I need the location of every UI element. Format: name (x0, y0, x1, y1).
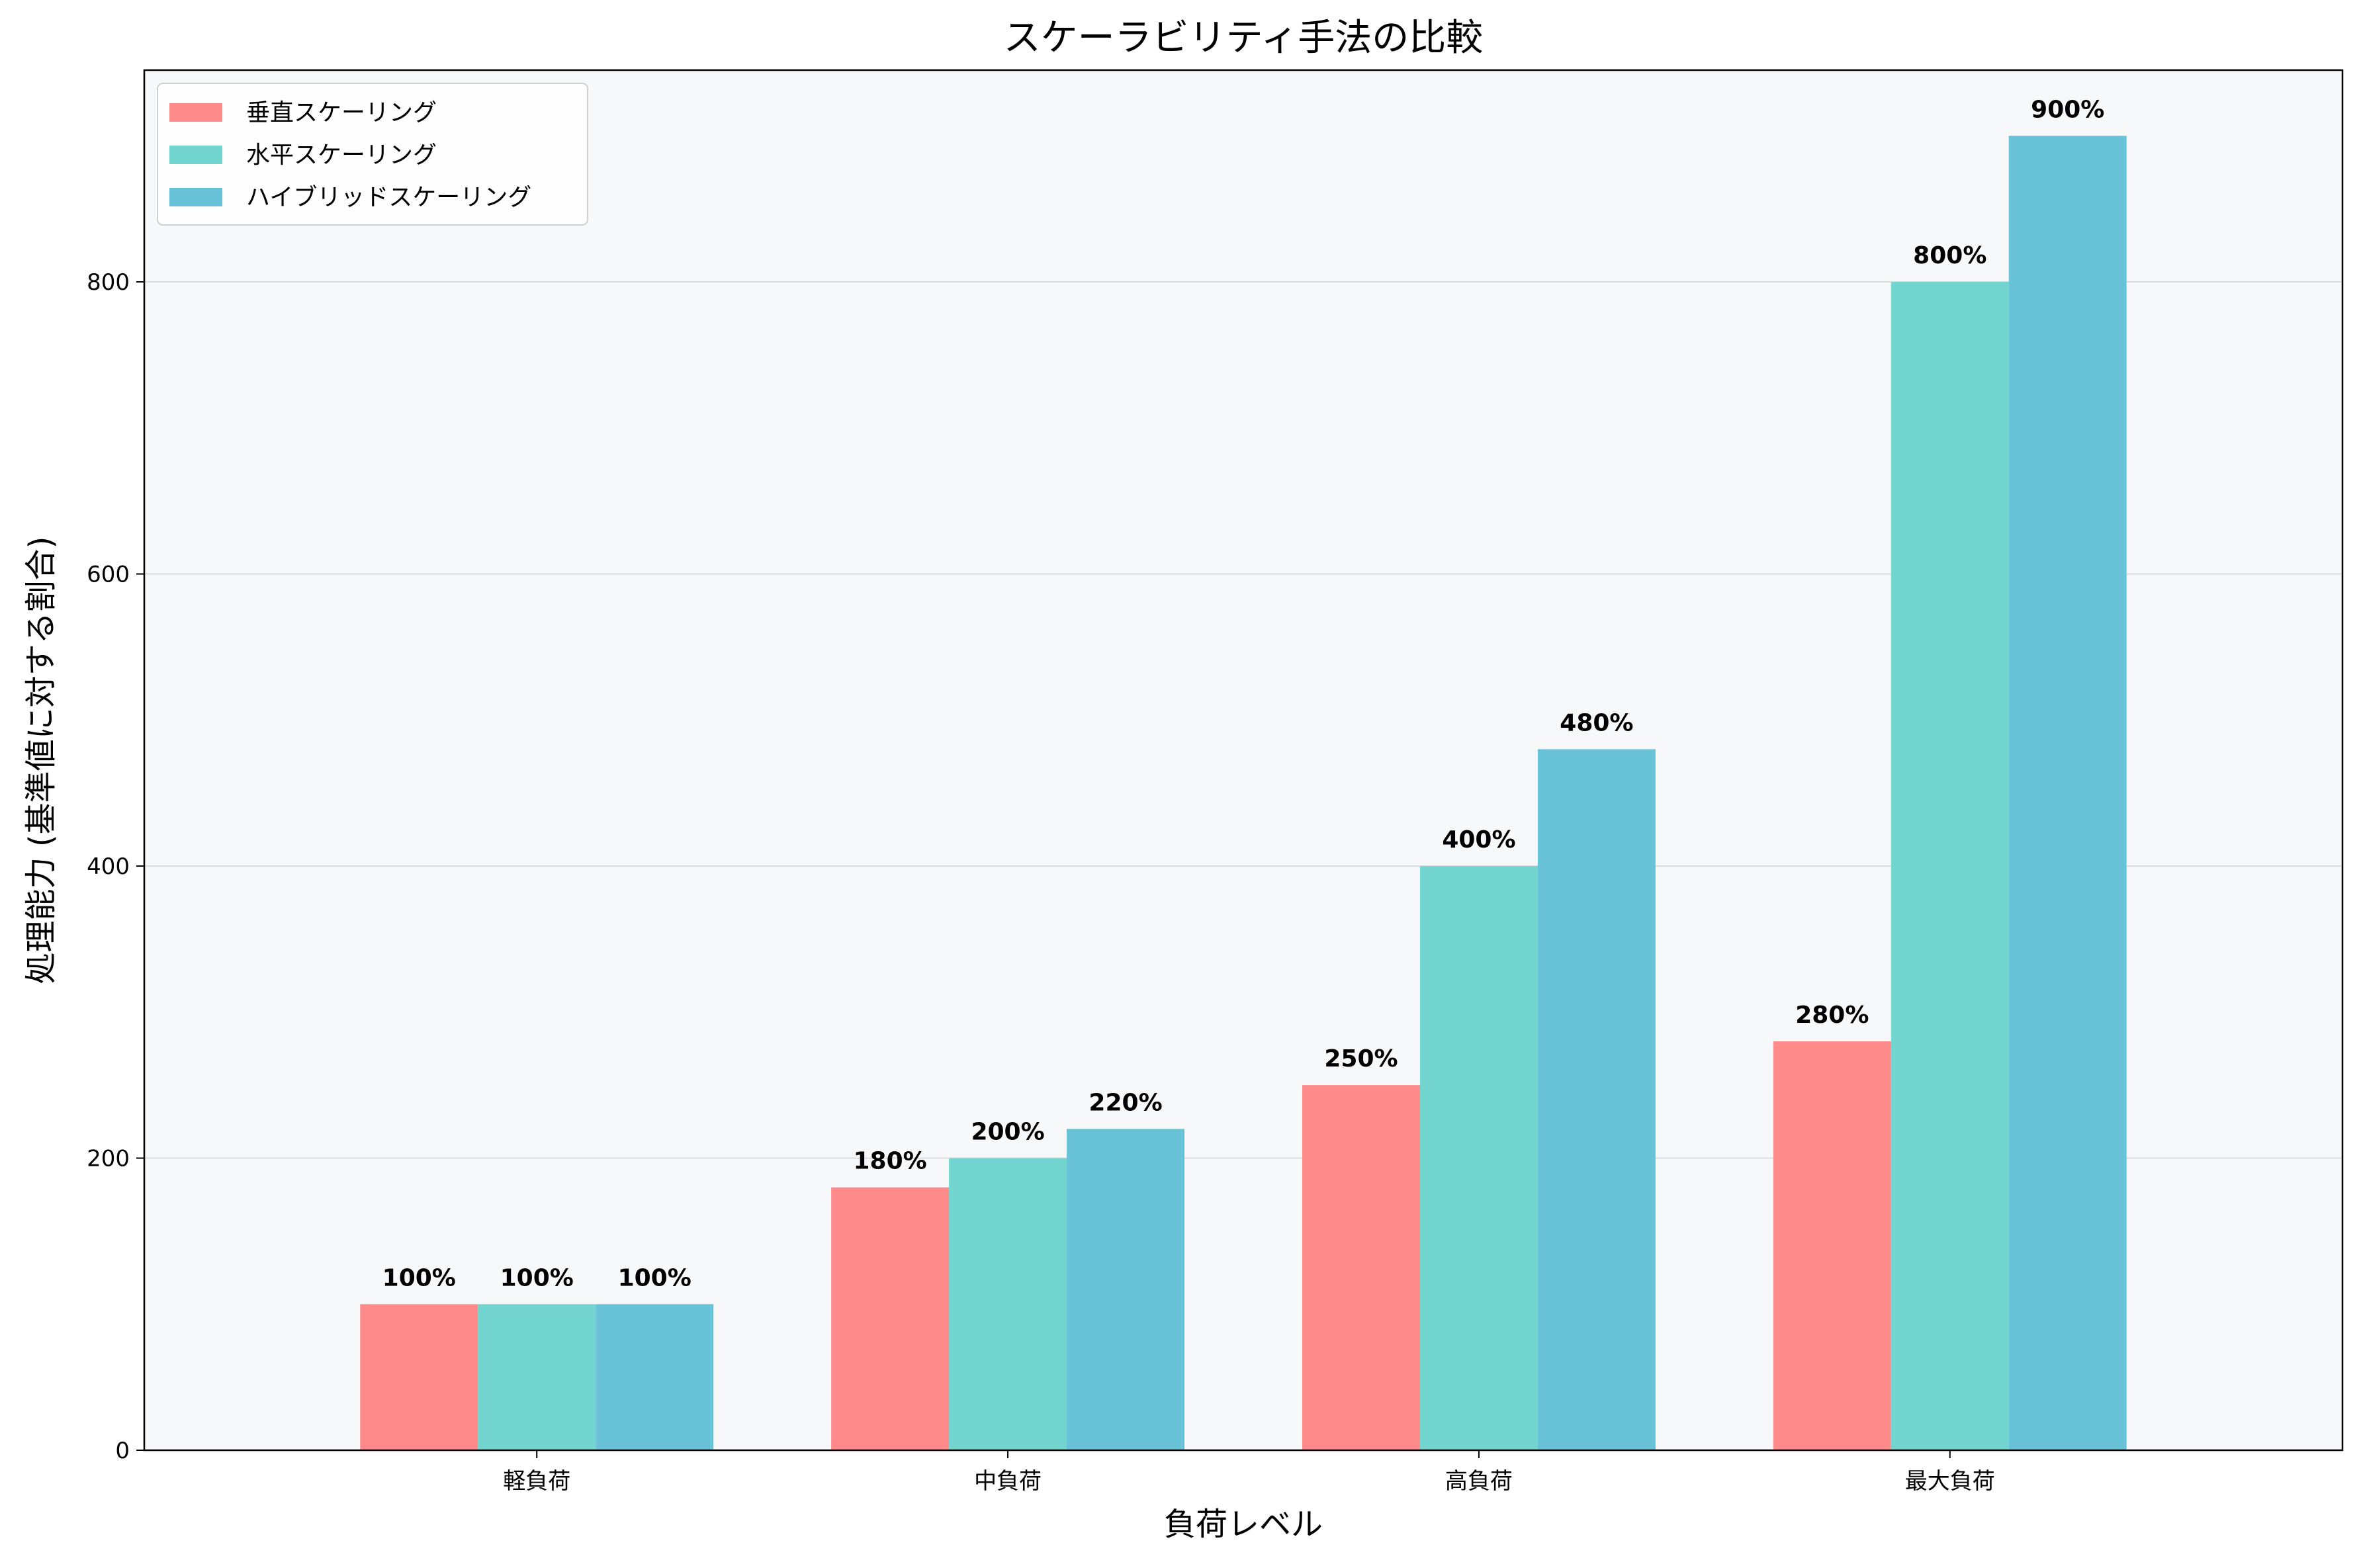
x-tick-label: 中負荷 (974, 1468, 1042, 1495)
bar (2008, 136, 2127, 1450)
bar (1773, 1041, 1891, 1450)
y-tick-label: 0 (115, 1438, 130, 1464)
bar-value-label: 220% (1089, 1089, 1162, 1116)
bar-value-label: 400% (1442, 826, 1515, 853)
bar (1302, 1085, 1420, 1450)
bar (831, 1187, 950, 1450)
x-tick-label: 高負荷 (1445, 1468, 1513, 1495)
legend-swatch (169, 188, 222, 206)
y-axis-ticks: 0 200 400 600 800 (87, 269, 144, 1464)
bar (360, 1304, 478, 1450)
bar-value-label: 900% (2031, 96, 2104, 123)
bar (596, 1304, 714, 1450)
bar (1067, 1129, 1185, 1450)
bar-value-label: 480% (1560, 709, 1633, 736)
x-axis-ticks: 軽負荷 中負荷 高負荷 最大負荷 (503, 1450, 1995, 1495)
legend-swatch (169, 146, 222, 164)
x-tick-label: 最大負荷 (1905, 1468, 1995, 1495)
bar (1537, 749, 1656, 1450)
bar-value-label: 180% (853, 1148, 926, 1175)
bar-value-label: 100% (382, 1264, 456, 1291)
bar-value-label: 100% (618, 1264, 691, 1291)
bar (949, 1158, 1067, 1450)
y-tick-label: 600 (87, 562, 130, 588)
y-axis-title: 処理能力 (基準値に対する割合) (22, 537, 60, 984)
bar (1419, 866, 1538, 1450)
x-tick-label: 軽負荷 (503, 1468, 570, 1495)
legend-swatch (169, 103, 222, 122)
y-tick-label: 400 (87, 853, 130, 880)
legend-label: 垂直スケーリング (246, 99, 437, 126)
bar-value-label: 200% (971, 1119, 1044, 1146)
bar-value-label: 800% (1913, 242, 1986, 269)
bar-value-labels: 100% 100% 100% 180% 200% 220% 250% 400% 480% 280%… (382, 96, 2105, 1291)
bar (1891, 282, 2009, 1450)
x-axis-title: 負荷レベル (1164, 1506, 1323, 1543)
bars (360, 136, 2127, 1450)
legend-label: ハイブリッドスケーリング (246, 184, 531, 211)
y-tick-label: 200 (87, 1146, 130, 1172)
bar-value-label: 250% (1324, 1045, 1398, 1072)
bar-value-label: 280% (1795, 1002, 1869, 1029)
plot-frame (143, 69, 2344, 1452)
chart-title: スケーラビリティ手法の比較 (1004, 17, 1484, 60)
y-tick-label: 800 (87, 269, 130, 296)
legend-box (157, 83, 588, 226)
bar-value-label: 100% (500, 1264, 574, 1291)
legend-label: 水平スケーリング (246, 142, 437, 169)
bar (478, 1304, 596, 1450)
